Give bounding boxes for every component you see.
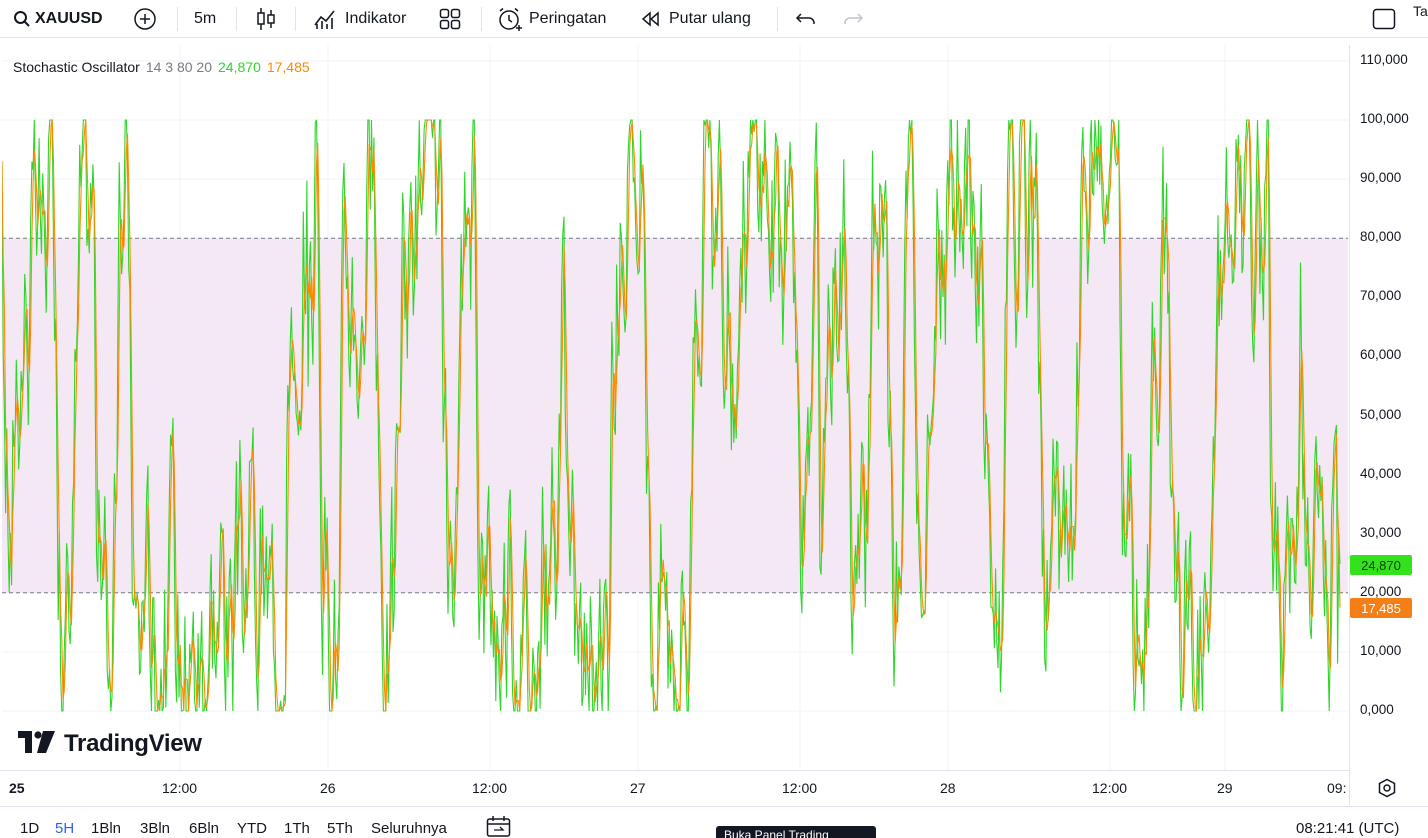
price-axis-label: 110,000 (1360, 51, 1408, 67)
price-axis-label: 10,000 (1360, 642, 1402, 658)
price-axis-label: 60,000 (1360, 347, 1402, 363)
time-axis-label: 25 (9, 780, 25, 796)
candlestick-icon (254, 6, 278, 32)
price-axis-label: 40,000 (1360, 465, 1402, 481)
price-axis-label: 30,000 (1360, 524, 1402, 540)
chart-pane[interactable] (1, 45, 1348, 805)
time-axis[interactable] (0, 770, 1349, 806)
time-axis-label: 28 (940, 780, 956, 796)
price-axis-label: 0,000 (1360, 702, 1394, 717)
indicator-name: Stochastic Oscillator (13, 59, 140, 75)
symbol-search-button[interactable]: XAUUSD (13, 0, 103, 38)
price-axis[interactable] (1349, 45, 1428, 805)
interval-label: 5m (194, 10, 217, 27)
overbought-oversold-band (2, 238, 1348, 593)
tradingview-logo-icon (18, 730, 56, 758)
d-value: 17,485 (266, 59, 310, 75)
undo-icon (795, 10, 817, 28)
d-price-tag: 17,485 (1350, 598, 1412, 618)
range-button[interactable]: 1Bln (91, 820, 122, 837)
time-axis-label: 12:00 (782, 780, 818, 796)
tradingview-logo-text: TradingView (64, 730, 202, 757)
time-axis-label: 26 (320, 780, 336, 796)
top-toolbar: XAUUSD 5m Indikator Peringatan (0, 0, 1428, 38)
compare-button[interactable] (133, 0, 157, 38)
layouts-button[interactable] (439, 0, 461, 38)
range-button[interactable]: 1D (20, 820, 40, 837)
utc-clock[interactable]: 08:21:41 (UTC) (1296, 820, 1400, 837)
alarm-clock-icon (497, 6, 523, 32)
square-icon (1372, 7, 1396, 31)
chart-type-button[interactable] (254, 0, 278, 38)
indicators-button[interactable]: Indikator (313, 0, 406, 38)
k-value: 24,870 (218, 59, 261, 75)
price-axis-label: 90,000 (1360, 170, 1402, 186)
d-series-line (1, 119, 1341, 712)
price-axis-label: 50,000 (1360, 406, 1402, 422)
trading-panel-tab[interactable]: Buka Panel Trading (716, 826, 876, 838)
redo-button[interactable] (842, 0, 864, 38)
range-button[interactable]: 1Th (284, 820, 310, 837)
toolbar-divider (481, 7, 482, 31)
grid-icon (439, 8, 461, 30)
indicator-params: 14 3 80 20 (145, 59, 212, 75)
symbol-name: XAUUSD (35, 10, 103, 27)
toolbar-divider (295, 7, 296, 31)
stochastic-chart (1, 45, 1348, 770)
time-axis-label: 12:00 (1092, 780, 1128, 796)
interval-button[interactable]: 5m (194, 0, 216, 38)
price-axis-label: 80,000 (1360, 229, 1402, 245)
time-axis-label: 27 (630, 780, 646, 796)
toolbar-divider (236, 7, 237, 31)
range-button[interactable]: YTD (237, 820, 267, 837)
replay-label: Putar ulang (669, 10, 751, 27)
indicator-legend[interactable]: Stochastic Oscillator 14 3 80 20 24,870 … (13, 59, 310, 75)
auto-scale-button[interactable] (1377, 770, 1397, 806)
fullscreen-button[interactable] (1372, 0, 1396, 38)
calendar-icon (486, 815, 512, 837)
range-button[interactable]: 5H (55, 820, 75, 837)
price-axis-label: 70,000 (1360, 288, 1402, 304)
range-button[interactable]: Seluruhnya (371, 820, 447, 837)
range-button[interactable]: 5Th (327, 820, 353, 837)
search-icon (13, 10, 31, 28)
time-axis-label: 09: (1327, 780, 1347, 796)
settings-gear-icon (1377, 778, 1397, 798)
bottom-toolbar (0, 806, 1428, 838)
indicator-chart-icon (313, 7, 337, 31)
alerts-button[interactable]: Peringatan (497, 0, 606, 38)
go-to-date-button[interactable] (486, 814, 512, 838)
redo-icon (842, 10, 864, 28)
k-price-tag: 24,870 (1350, 555, 1412, 575)
replay-button[interactable]: Putar ulang (640, 0, 751, 38)
toolbar-divider (177, 7, 178, 31)
tradingview-logo[interactable]: TradingView (18, 730, 202, 758)
range-button[interactable]: 3Bln (140, 820, 171, 837)
cut-off-text: Ta (1413, 3, 1428, 19)
time-axis-label: 29 (1217, 780, 1233, 796)
range-button[interactable]: 6Bln (189, 820, 220, 837)
plus-circle-icon (133, 7, 157, 31)
price-axis-label: 20,000 (1360, 583, 1402, 599)
time-axis-label: 12:00 (162, 780, 198, 796)
alerts-label: Peringatan (529, 10, 607, 27)
time-axis-label: 12:00 (472, 780, 508, 796)
price-axis-label: 100,000 (1360, 111, 1409, 126)
toolbar-divider (777, 7, 778, 31)
undo-button[interactable] (795, 0, 817, 38)
rewind-icon (640, 9, 662, 29)
indicators-label: Indikator (345, 10, 407, 27)
